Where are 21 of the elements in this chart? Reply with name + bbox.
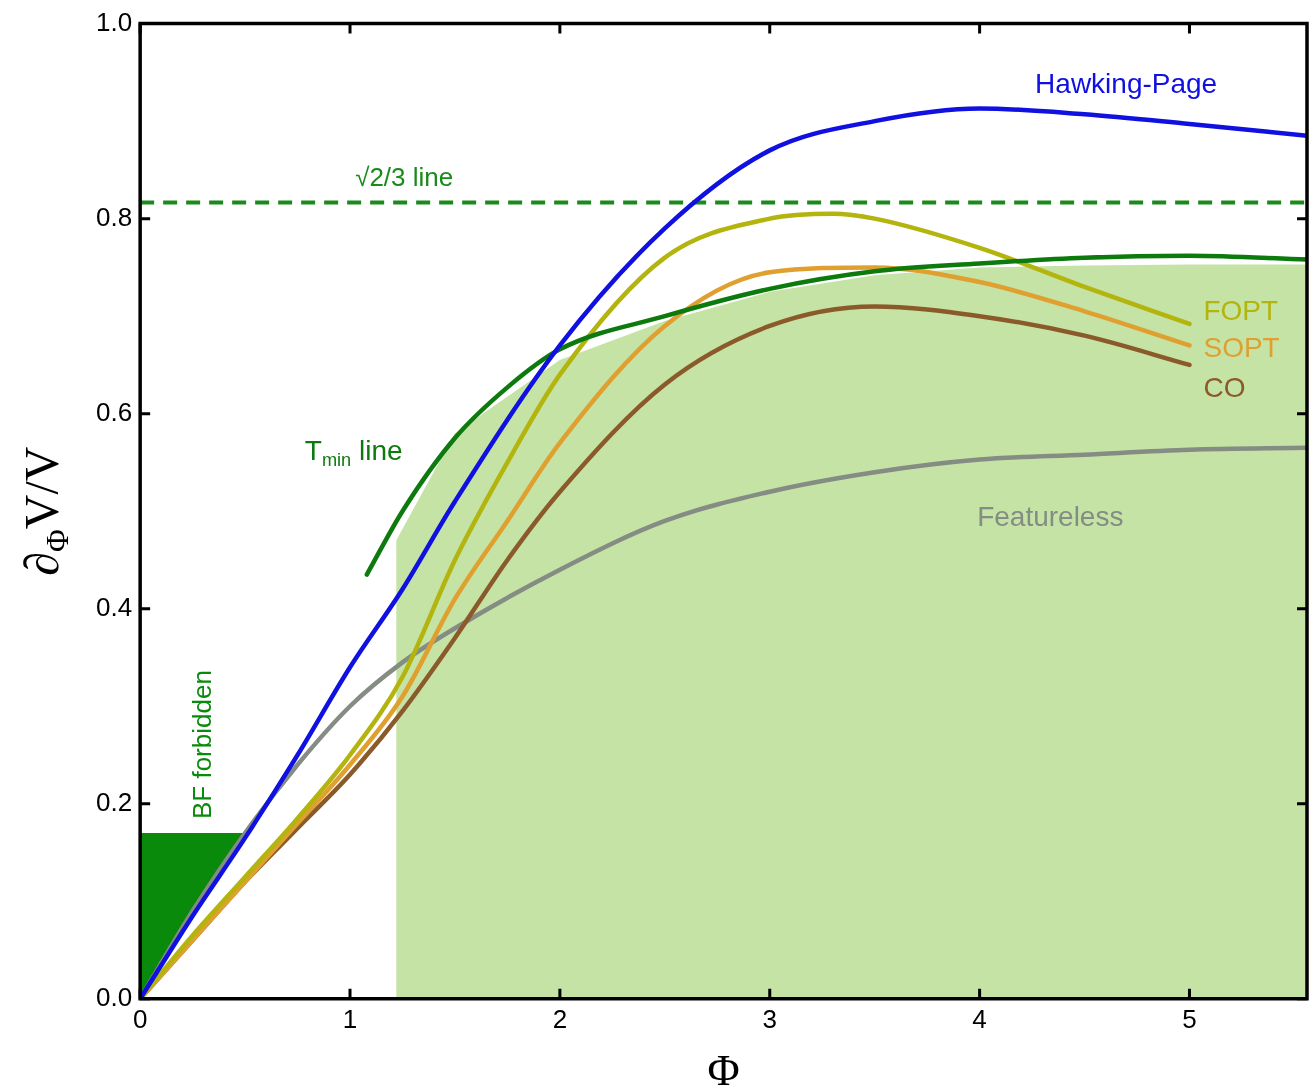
y-axis-title: ∂ΦV/V (14, 446, 75, 576)
series-label: Hawking-Page (1035, 67, 1218, 99)
x-tick-label: 3 (762, 1003, 777, 1034)
y-tick-label: 0.0 (95, 981, 133, 1012)
series-label: CO (1203, 371, 1246, 403)
x-tick-label: 1 (342, 1003, 358, 1034)
x-tick-label: 0 (132, 1003, 148, 1034)
series-label: SOPT (1203, 332, 1280, 364)
y-tick-label: 0.8 (95, 201, 133, 232)
y-tick-label: 0.4 (95, 591, 133, 622)
ref-line-label: √2/3 line (355, 161, 454, 192)
series-label: FOPT (1203, 294, 1279, 326)
series-label: Featureless (977, 500, 1124, 532)
x-tick-label: 5 (1182, 1003, 1197, 1034)
y-tick-label: 0.2 (95, 786, 133, 817)
x-tick-label: 4 (972, 1003, 987, 1034)
y-tick-label: 0.6 (95, 396, 133, 427)
x-tick-label: 2 (552, 1003, 568, 1034)
y-tick-label: 1.0 (95, 6, 133, 37)
text: BF forbidden (187, 670, 218, 820)
x-axis-title: Φ (707, 1046, 740, 1092)
